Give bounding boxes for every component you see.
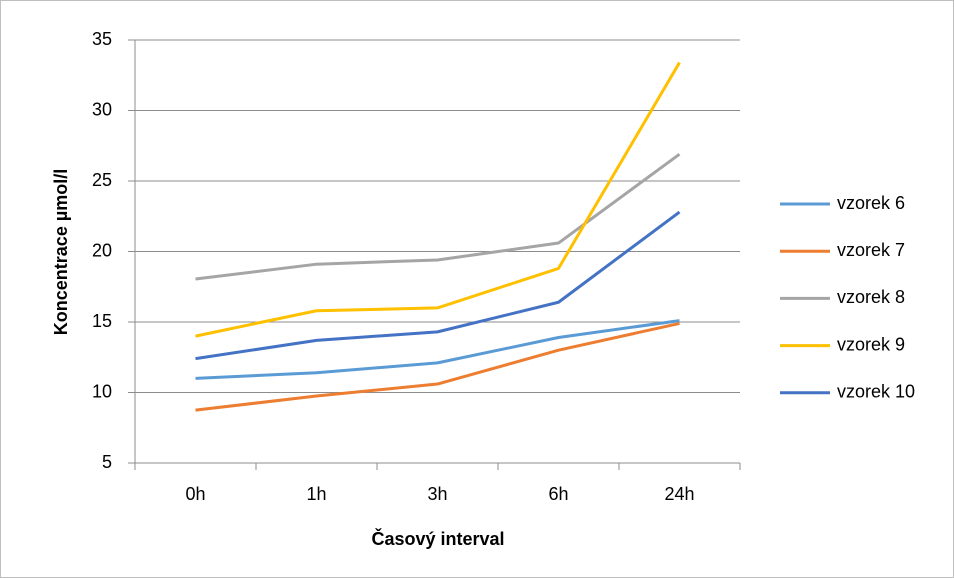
x-tick-label: 3h: [427, 484, 447, 504]
y-tick-label: 25: [92, 170, 112, 190]
legend-label: vzorek 7: [837, 240, 905, 260]
x-tick-label: 1h: [306, 484, 326, 504]
legend-label: vzorek 8: [837, 287, 905, 307]
legend-label: vzorek 10: [837, 382, 915, 402]
y-tick-label: 30: [92, 99, 112, 119]
legend-label: vzorek 9: [837, 334, 905, 354]
y-tick-label: 5: [102, 452, 112, 472]
series-line: [195, 210, 681, 361]
legend-label: vzorek 6: [837, 193, 905, 213]
y-tick-label: 20: [92, 240, 112, 260]
y-tick-label: 35: [92, 29, 112, 49]
y-tick-label: 15: [92, 311, 112, 331]
series-line: [195, 321, 680, 412]
y-tick-label: 10: [92, 381, 112, 401]
y-axis-title: Koncentrace µmol/l: [51, 169, 71, 335]
x-tick-label: 0h: [185, 484, 205, 504]
x-axis-title: Časový interval: [371, 528, 504, 549]
series-line: [195, 153, 681, 281]
x-tick-label: 6h: [548, 484, 568, 504]
x-tick-label: 24h: [664, 484, 694, 504]
series-line: [195, 319, 680, 380]
series-line: [195, 61, 681, 338]
